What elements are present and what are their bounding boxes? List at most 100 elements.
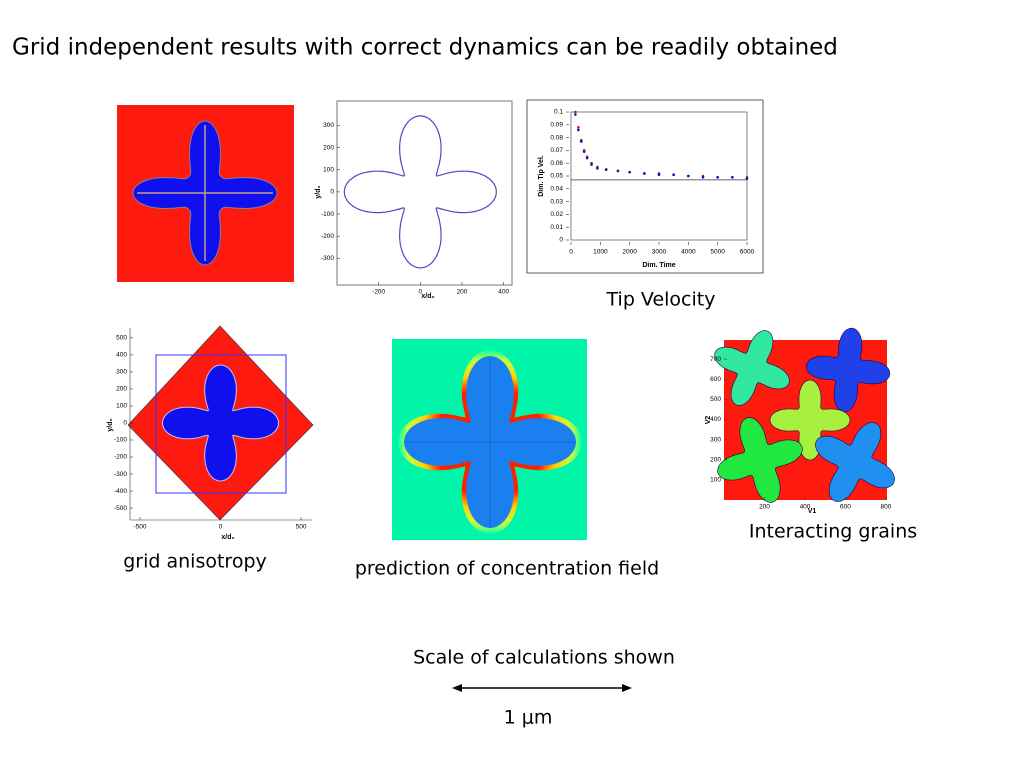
x-axis-label: x/d₀ [221,534,234,541]
grid-box [155,354,287,494]
y-tick-label: -400 [114,488,127,495]
y-tick-label: 100 [116,403,127,410]
y-tick-label: 100 [710,477,721,484]
y-tick-label: 200 [116,386,127,393]
crystal [161,364,280,482]
y-tick-label: 200 [323,144,334,151]
scale-caption: Scale of calculations shown [413,647,675,669]
x-axis-label: V1 [808,508,817,515]
caption: grid anisotropy [123,551,267,573]
data-point [687,174,690,178]
x-tick-label: 400 [498,289,509,296]
x-tick-label: 5000 [710,249,725,256]
y-tick-label: -200 [114,454,127,461]
y-axis-label: Dim. Tip Vel. [538,155,545,197]
y-tick-label: 400 [710,416,721,423]
x-tick-label: 6000 [740,249,755,256]
y-axis-label: y/d₀ [315,185,322,198]
y-tick-label: 500 [710,396,721,403]
x-axis-label: x/d₀ [421,293,434,300]
y-tick-label: 300 [116,369,127,376]
x-tick-label: -500 [133,524,146,531]
data-point [582,150,586,153]
y-tick-label: 0.07 [550,147,563,154]
grain [805,327,891,413]
data-point [672,173,675,177]
y-tick-label: 700 [710,356,721,363]
x-tick-label: 3000 [652,249,667,256]
data-point [577,128,580,132]
data-point [596,167,599,170]
y-tick-label: -100 [114,437,127,444]
y-tick-label: 0.08 [550,134,563,141]
data-point [590,163,593,166]
y-tick-label: -300 [321,255,334,262]
contour-line [343,115,497,269]
arrow-head [452,684,462,692]
data-point [579,140,583,143]
caption: Interacting grains [749,521,917,543]
slide-title: Grid independent results with correct dy… [12,35,838,61]
data-point [731,175,734,179]
x-tick-label: 200 [759,504,770,511]
y-tick-label: 100 [323,166,334,173]
x-tick-label: 1000 [593,249,608,256]
x-tick-label: 800 [881,504,892,511]
y-tick-label: 300 [710,436,721,443]
y-tick-label: -500 [114,505,127,512]
x-tick-label: 600 [840,504,851,511]
data-point [604,168,608,171]
y-tick-label: 500 [116,335,127,342]
grain [714,330,790,406]
x-axis-label: Dim. Time [642,262,675,269]
x-tick-label: 0 [219,524,223,531]
contour-frame [336,100,513,286]
grains [714,327,895,503]
x-tick-label: 500 [296,524,307,531]
data-point [616,169,620,173]
caption: prediction of concentration field [355,558,659,580]
y-tick-label: 0 [123,420,127,427]
y-tick-label: 300 [323,122,334,129]
concentration-crystal [398,350,582,534]
scale-label: 1 μm [504,707,553,729]
arrow-head [622,684,632,692]
y-tick-label: 200 [710,456,721,463]
x-tick-label: -200 [372,289,385,296]
data-point [577,126,580,129]
grain [815,422,895,502]
y-tick-label: 0.1 [554,109,563,116]
y-tick-label: 0 [559,237,563,244]
caption: Tip Velocity [606,289,716,311]
dendrite [132,120,278,266]
y-tick-label: 0.01 [550,224,563,231]
y-axis-label: y/d₀ [107,418,114,431]
y-tick-label: 0.04 [550,186,563,193]
y-tick-label: 0 [330,189,334,196]
data-point [574,110,577,114]
data-point [643,172,646,175]
y-tick-label: 600 [710,376,721,383]
data-point [657,173,661,177]
x-tick-label: 0 [419,289,423,296]
y-tick-label: 0.03 [550,198,563,205]
data-point [716,175,719,179]
x-tick-label: 400 [800,504,811,511]
y-tick-label: 0.06 [550,160,563,167]
y-tick-label: 0.09 [550,122,563,129]
y-tick-label: 0.05 [550,173,563,180]
y-tick-label: -100 [321,211,334,218]
data-point [628,170,631,174]
data-point [574,113,577,116]
y-tick-label: -200 [321,233,334,240]
x-tick-label: 0 [569,249,573,256]
y-tick-label: 0.02 [550,211,563,218]
data-point [701,175,705,179]
data-point [745,177,749,180]
x-tick-label: 200 [457,289,468,296]
y-tick-label: -300 [114,471,127,478]
x-tick-label: 4000 [681,249,696,256]
x-tick-label: 2000 [622,249,637,256]
y-tick-label: 400 [116,352,127,359]
